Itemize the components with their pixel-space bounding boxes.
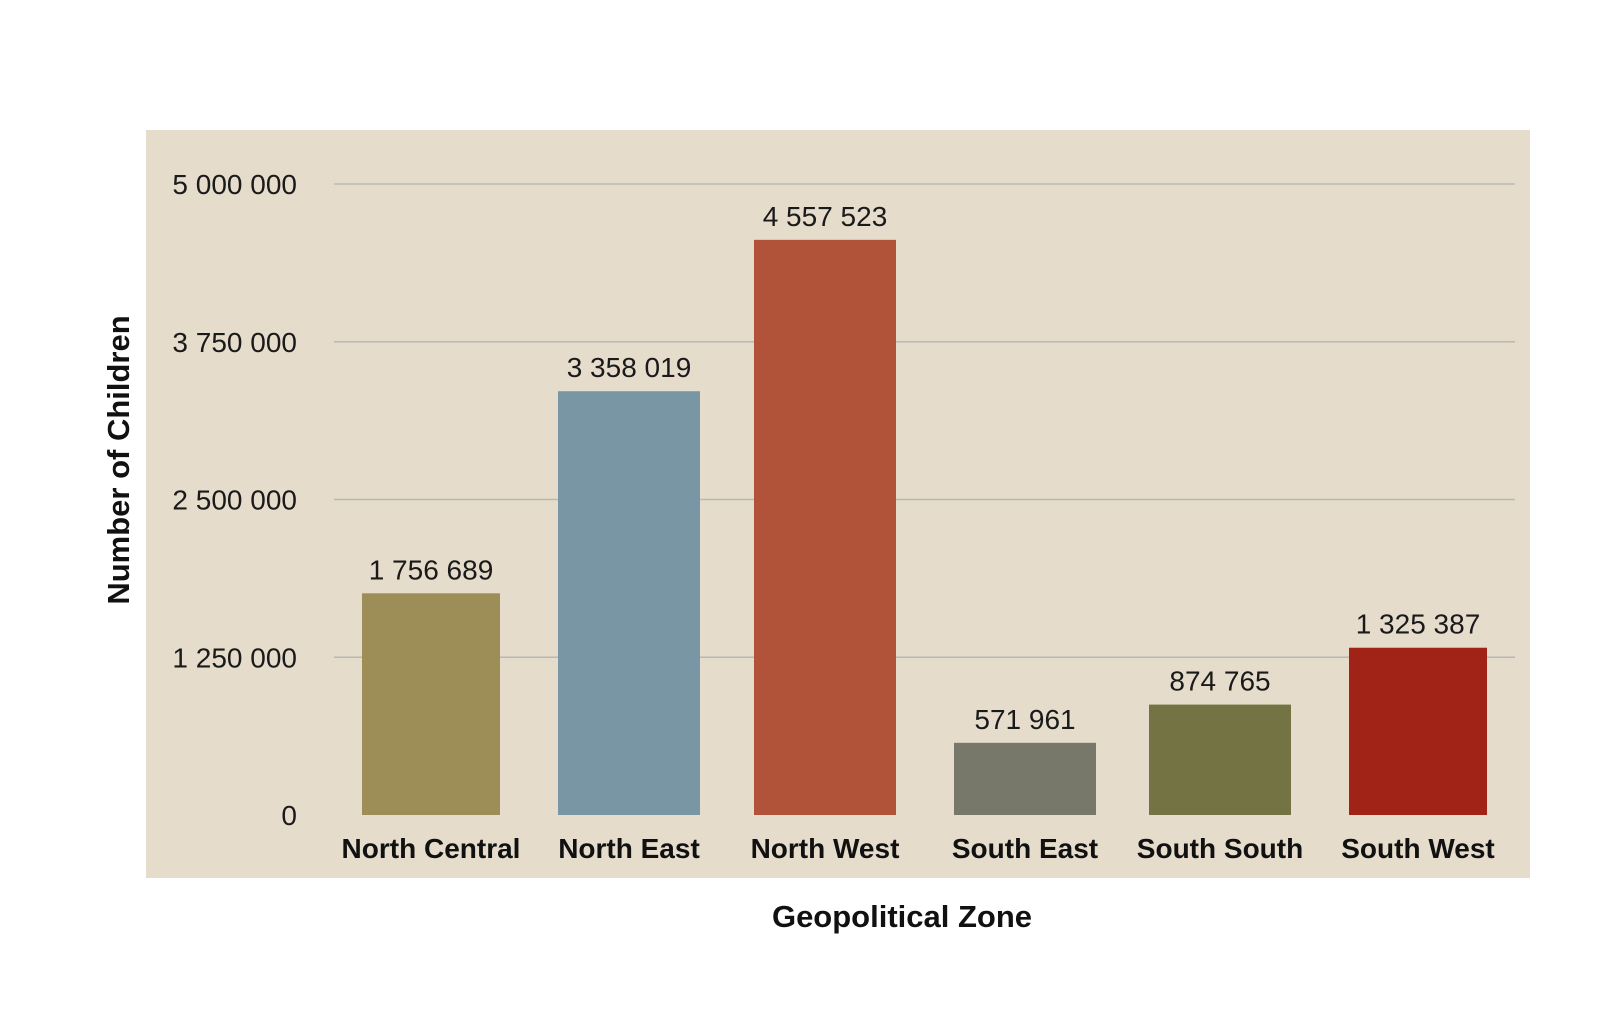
x-tick-label: South East: [952, 833, 1098, 864]
bars: [362, 239, 1487, 816]
data-label: 874 765: [1169, 666, 1270, 697]
data-label: 3 358 019: [567, 352, 692, 383]
x-tick-label: North Central: [342, 833, 521, 864]
x-axis-title: Geopolitical Zone: [772, 899, 1032, 934]
bar: [954, 742, 1096, 815]
x-tick-label: North West: [751, 833, 900, 864]
data-label: 1 756 689: [369, 554, 494, 585]
y-axis-title: Number of Children: [101, 315, 136, 604]
x-tick-label: South South: [1137, 833, 1303, 864]
y-tick-label: 5 000 000: [172, 169, 297, 200]
x-axis-categories: North Central North East North West South E…: [342, 833, 1495, 864]
bar: [1149, 704, 1291, 815]
data-label: 1 325 387: [1356, 609, 1481, 640]
data-labels: 1 756 689 3 358 019 4 557 523 571 961 874 76…: [369, 201, 1481, 735]
bar: [558, 391, 700, 815]
bar: [754, 239, 896, 816]
y-tick-label: 0: [281, 800, 297, 831]
data-label: 4 557 523: [763, 201, 888, 232]
y-tick-label: 2 500 000: [172, 485, 297, 516]
y-axis-ticks: 0 1 250 000 2 500 000 3 750 000 5 000 000: [172, 169, 297, 831]
x-tick-label: North East: [558, 833, 700, 864]
x-tick-label: South West: [1341, 833, 1494, 864]
y-tick-label: 3 750 000: [172, 327, 297, 358]
bar: [362, 593, 500, 815]
y-tick-label: 1 250 000: [172, 642, 297, 673]
bar: [1349, 647, 1487, 815]
data-label: 571 961: [974, 704, 1075, 735]
gridlines: [334, 183, 1515, 658]
